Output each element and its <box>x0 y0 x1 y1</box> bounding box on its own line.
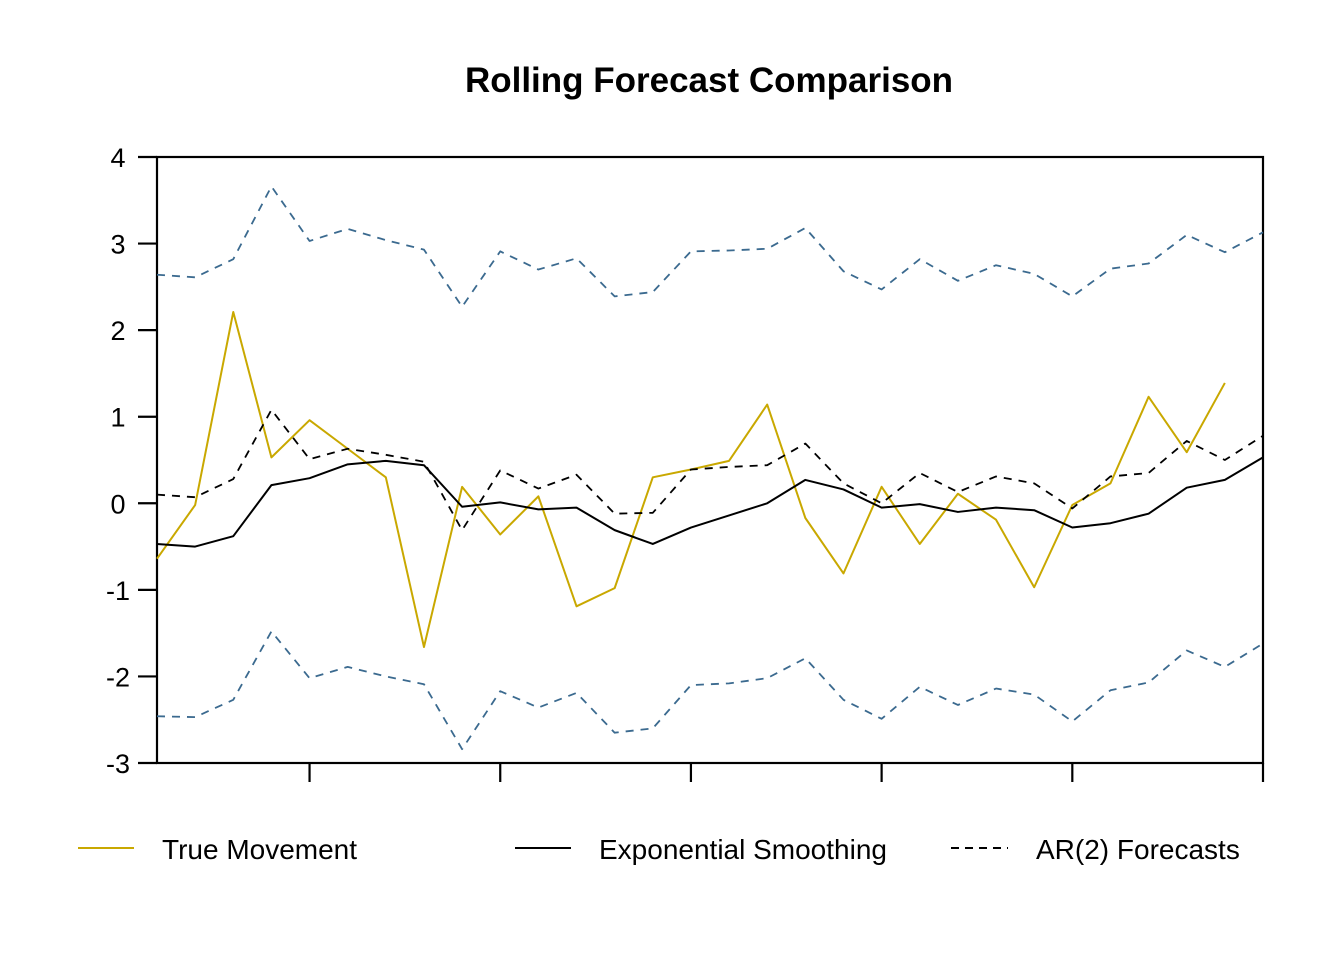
series-line-exponential-smoothing <box>156 456 1264 548</box>
legend-item-exponential-smoothing: Exponential Smoothing <box>515 834 887 865</box>
y-tick-label: -3 <box>106 749 130 779</box>
legend-label-exponential-smoothing: Exponential Smoothing <box>599 834 887 865</box>
series-line-ar-2-upper-band <box>156 185 1264 308</box>
y-tick-label: 2 <box>110 316 125 346</box>
plot-frame <box>155 155 1265 765</box>
y-axis: 4 3 2 1 0 -1 -2 -3 <box>106 143 157 779</box>
y-tick-label: -1 <box>106 576 130 606</box>
series-line-ar-2-lower-band <box>156 630 1264 751</box>
y-tick-label: -2 <box>106 662 130 692</box>
series-ar-2-forecasts <box>156 408 1264 532</box>
series-layer <box>156 185 1264 751</box>
legend-item-true-movement: True Movement <box>78 834 357 865</box>
y-tick-label: 3 <box>110 230 125 260</box>
legend-label-ar2-forecasts: AR(2) Forecasts <box>1036 834 1240 865</box>
y-tick-label: 1 <box>110 403 125 433</box>
legend-label-true-movement: True Movement <box>162 834 357 865</box>
y-tick-label: 4 <box>110 143 125 173</box>
series-ar-2-lower-band <box>156 630 1264 751</box>
chart-title: Rolling Forecast Comparison <box>465 61 953 100</box>
series-exponential-smoothing <box>156 456 1264 548</box>
series-line-ar-2-forecasts <box>156 408 1264 532</box>
plot-area: 4 3 2 1 0 -1 -2 -3 <box>106 143 1265 782</box>
x-axis <box>308 763 1265 782</box>
series-ar-2-upper-band <box>156 185 1264 308</box>
y-tick-label: 0 <box>110 489 125 519</box>
legend-item-ar2-forecasts: AR(2) Forecasts <box>951 834 1240 865</box>
legend: True Movement Exponential Smoothing AR(2… <box>78 834 1240 865</box>
